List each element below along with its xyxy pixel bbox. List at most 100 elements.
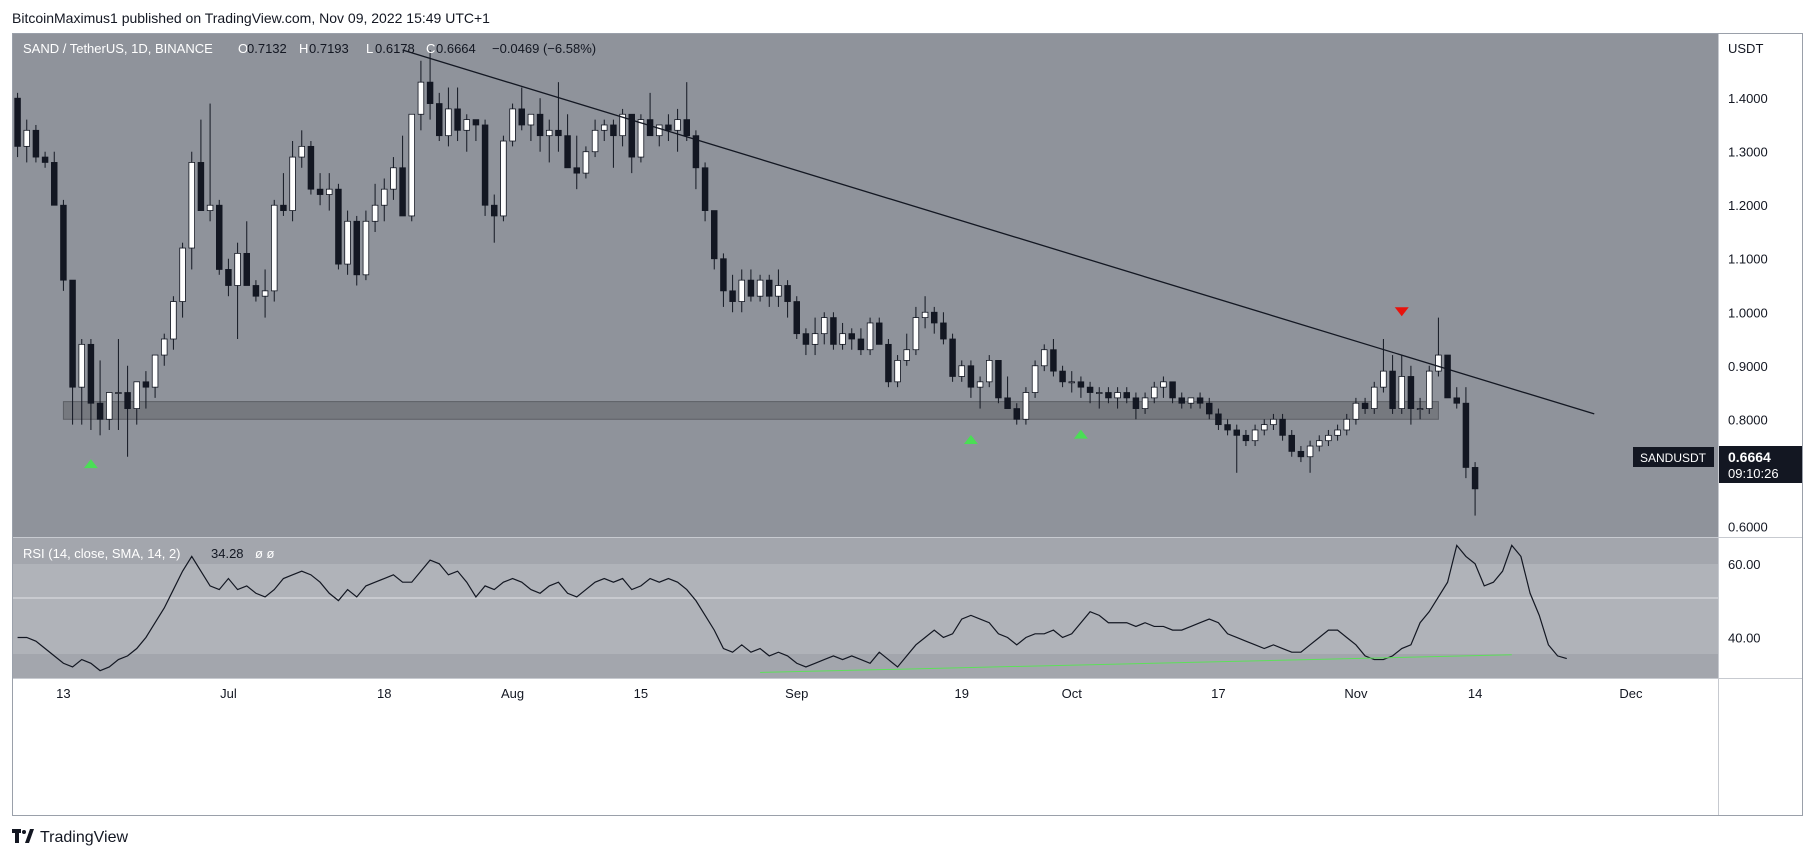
candle[interactable] [124,365,131,457]
candle[interactable] [1013,403,1020,425]
candle[interactable] [87,339,95,430]
candle[interactable] [1022,387,1030,425]
candle[interactable] [51,151,58,206]
candle[interactable] [1160,376,1167,398]
candle[interactable] [335,183,342,270]
candle[interactable] [555,82,562,152]
candle[interactable] [399,135,406,217]
candle[interactable] [674,108,681,152]
candle[interactable] [426,50,434,120]
candle[interactable] [1325,429,1332,447]
candle[interactable] [857,328,865,356]
candle[interactable] [78,339,85,425]
candle[interactable] [1114,387,1121,409]
candle[interactable] [216,199,223,275]
up-arrow-icon[interactable] [1073,429,1088,439]
candle[interactable] [96,360,104,436]
candle[interactable] [646,92,654,137]
candle[interactable] [353,215,360,286]
candle[interactable] [316,173,324,206]
candle[interactable] [940,312,947,345]
candle[interactable] [371,183,379,232]
rsi-line[interactable] [17,544,1567,672]
candle[interactable] [848,328,855,350]
candle[interactable] [793,296,800,340]
candle[interactable] [591,119,599,158]
candle[interactable] [1031,360,1039,398]
candle[interactable] [252,280,260,302]
candle[interactable] [1059,365,1066,388]
candle[interactable] [298,130,305,168]
candle[interactable] [307,141,315,195]
candle[interactable] [775,269,782,307]
candle[interactable] [151,354,159,398]
candle[interactable] [1389,355,1396,414]
candle[interactable] [1068,371,1075,393]
candle[interactable] [573,135,580,190]
candle[interactable] [1352,397,1360,425]
candle[interactable] [1077,376,1085,398]
candle[interactable] [811,317,819,356]
candle[interactable] [170,296,177,350]
candle[interactable] [1215,408,1222,430]
candle[interactable] [1462,387,1470,479]
candle[interactable] [683,82,690,142]
candle[interactable] [1187,397,1195,409]
candle[interactable] [967,360,975,398]
chart-frame[interactable]: 1.4000 1.3000 1.2000 1.1000 1.0000 0.9000 0.80… [12,33,1803,816]
support-zone[interactable] [62,401,1439,420]
candle[interactable] [472,119,480,142]
candle[interactable] [711,210,718,270]
candle[interactable] [628,113,635,174]
candle[interactable] [161,333,168,366]
candle[interactable] [1224,419,1231,436]
candle[interactable] [738,269,745,313]
candle[interactable] [1050,339,1057,377]
candle[interactable] [481,119,489,216]
candle[interactable] [445,87,452,147]
candle[interactable] [839,322,846,350]
candle[interactable] [1334,424,1341,441]
candle[interactable] [912,306,920,356]
candle[interactable] [665,114,672,142]
candle[interactable] [802,328,810,356]
candle[interactable] [454,87,461,142]
price-pane[interactable] [13,34,1718,537]
candle[interactable] [1178,392,1185,409]
candle[interactable] [701,162,709,222]
candle[interactable] [784,280,791,318]
candle[interactable] [637,114,645,163]
candle[interactable] [115,339,122,430]
candle[interactable] [601,119,608,142]
candle[interactable] [536,98,544,152]
candle[interactable] [1251,424,1259,447]
candle[interactable] [1416,397,1424,420]
candle[interactable] [133,381,140,425]
candle[interactable] [188,151,195,270]
candle[interactable] [518,87,525,131]
candle[interactable] [1426,365,1433,414]
candle[interactable] [280,173,287,216]
candle[interactable] [23,119,30,163]
candle[interactable] [1041,344,1048,372]
candle[interactable] [32,124,40,163]
candle[interactable] [14,92,21,158]
candle[interactable] [885,339,892,388]
candle[interactable] [527,113,535,142]
candle[interactable] [1086,381,1094,404]
candle[interactable] [1123,387,1130,404]
candle[interactable] [1306,440,1314,473]
candle[interactable] [1444,354,1451,399]
candle[interactable] [1270,413,1277,430]
candle[interactable] [1261,419,1268,436]
candle[interactable] [261,269,269,318]
candle[interactable] [546,119,553,163]
candle[interactable] [271,199,278,302]
chart-svg[interactable]: 1.4000 1.3000 1.2000 1.1000 1.0000 0.9000 0.80… [13,34,1802,815]
candle[interactable] [766,274,773,307]
candle[interactable] [106,392,113,430]
candle[interactable] [500,135,507,222]
candle[interactable] [1380,339,1387,393]
candle[interactable] [41,151,49,168]
candle[interactable] [866,317,874,356]
